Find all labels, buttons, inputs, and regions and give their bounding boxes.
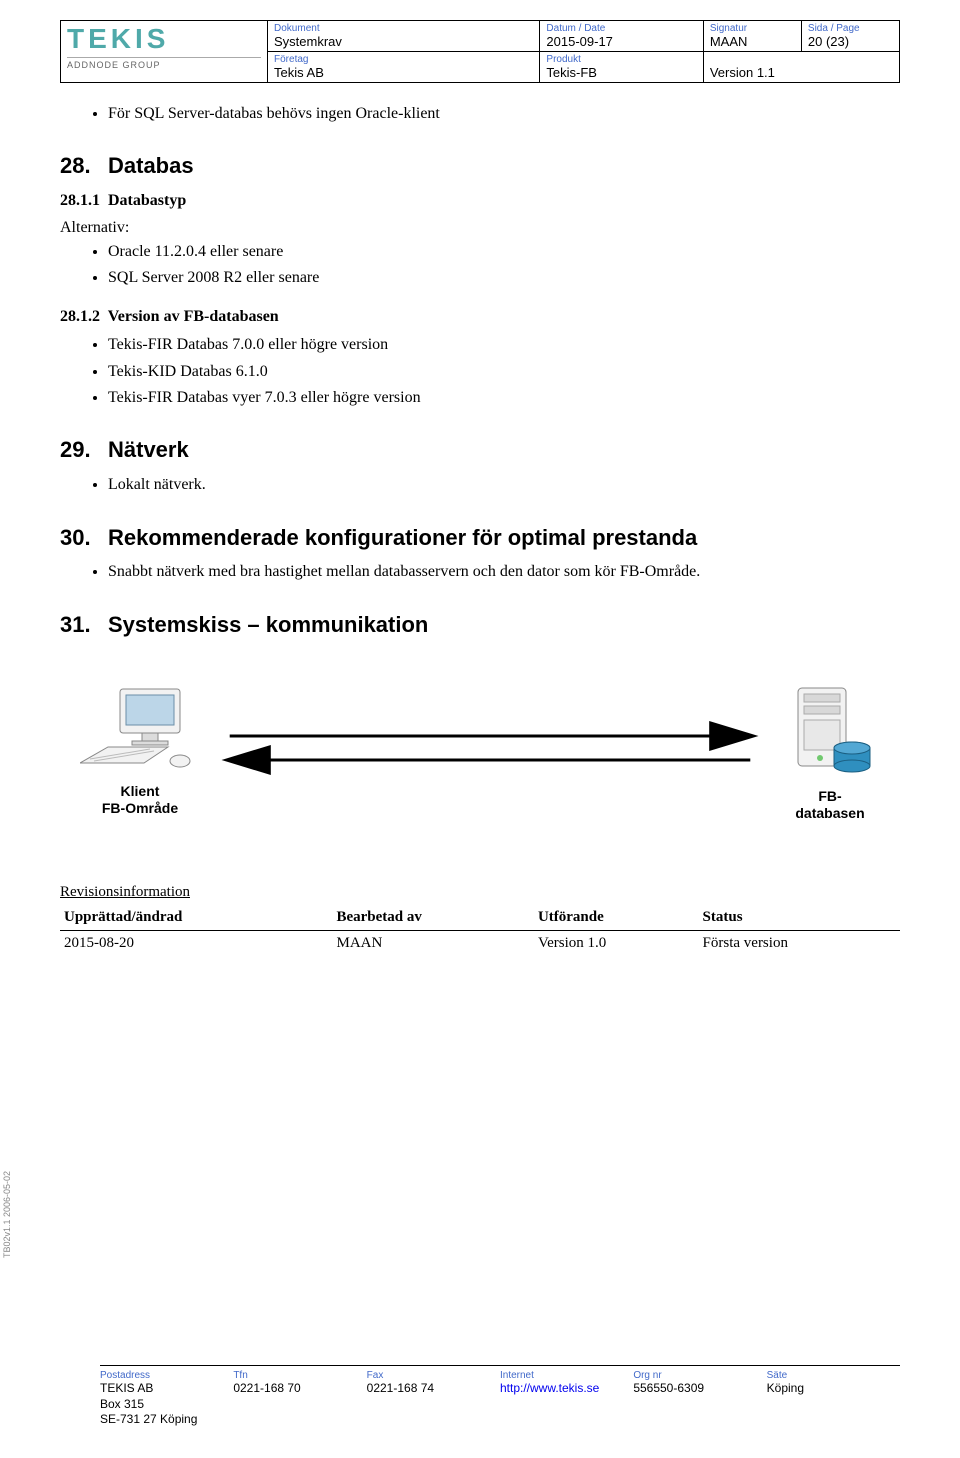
section-28-num: 28. bbox=[60, 151, 108, 182]
footer-label-postadress: Postadress bbox=[100, 1370, 233, 1381]
diagram-client-label2: FB-Område bbox=[102, 800, 178, 816]
diagram-db-label2: databasen bbox=[795, 805, 864, 821]
logo-sub: ADDNODE GROUP bbox=[67, 57, 261, 70]
section-29-heading: 29. Nätverk bbox=[60, 435, 900, 466]
footer-internet-link[interactable]: http://www.tekis.se bbox=[500, 1381, 599, 1395]
list-item: Lokalt nätverk. bbox=[108, 472, 900, 498]
footer-fax: 0221-168 74 bbox=[367, 1381, 500, 1397]
hdr-sida-label: Sida / Page bbox=[808, 23, 893, 34]
hdr-signatur-val: MAAN bbox=[710, 34, 795, 49]
hdr-datum-val: 2015-09-17 bbox=[546, 34, 696, 49]
rev-cell: MAAN bbox=[332, 931, 533, 957]
list-item: Snabbt nätverk med bra hastighet mellan … bbox=[108, 559, 900, 585]
rev-cell: Version 1.0 bbox=[534, 931, 699, 957]
section-28-1-1-heading: 28.1.1 Databastyp bbox=[60, 190, 900, 212]
document-body: För SQL Server-databas behövs ingen Orac… bbox=[60, 101, 900, 956]
document-header: TEKIS ADDNODE GROUP Dokument Systemkrav … bbox=[60, 20, 900, 83]
section-2812-title: Version av FB-databasen bbox=[108, 308, 279, 325]
section-2811-title: Databastyp bbox=[108, 192, 186, 209]
hdr-sida-val: 20 (23) bbox=[808, 34, 893, 49]
revision-info: Revisionsinformation Upprättad/ändrad Be… bbox=[60, 882, 900, 956]
rev-col-3: Status bbox=[699, 905, 900, 931]
footer-sate: Köping bbox=[767, 1381, 900, 1397]
list-item: Tekis-FIR Databas vyer 7.0.3 eller högre… bbox=[108, 385, 900, 411]
section-28-heading: 28. Databas bbox=[60, 151, 900, 182]
revision-table: Upprättad/ändrad Bearbetad av Utförande … bbox=[60, 905, 900, 956]
hdr-dokument-val: Systemkrav bbox=[274, 34, 533, 49]
side-version-code: TB02v1.1 2006-05-02 bbox=[2, 1171, 12, 1258]
hdr-foretag-val: Tekis AB bbox=[274, 65, 533, 80]
list-item: Oracle 11.2.0.4 eller senare bbox=[108, 239, 900, 265]
footer-label-sate: Säte bbox=[767, 1370, 900, 1381]
section-28-1-2-heading: 28.1.2 Version av FB-databasen bbox=[60, 306, 900, 328]
hdr-produkt-label: Produkt bbox=[546, 54, 696, 65]
table-row: 2015-08-20 MAAN Version 1.0 Första versi… bbox=[60, 931, 900, 957]
footer-orgnr: 556550-6309 bbox=[633, 1381, 766, 1397]
rev-col-1: Bearbetad av bbox=[332, 905, 533, 931]
hdr-foretag-label: Företag bbox=[274, 54, 533, 65]
hdr-version-val: Version 1.1 bbox=[710, 65, 893, 80]
diagram-client-label1: Klient bbox=[121, 783, 160, 799]
section-2812-num: 28.1.2 bbox=[60, 308, 100, 325]
hdr-produkt-val: Tekis-FB bbox=[546, 65, 696, 80]
list-item: SQL Server 2008 R2 eller senare bbox=[108, 265, 900, 291]
list-item: Tekis-KID Databas 6.1.0 bbox=[108, 359, 900, 385]
client-computer-icon bbox=[80, 685, 200, 775]
logo-main: TEKIS bbox=[67, 23, 261, 55]
section-31-title: Systemskiss – kommunikation bbox=[108, 610, 428, 641]
footer-postadress-2: Box 315 bbox=[100, 1397, 233, 1413]
intro-bullet: För SQL Server-databas behövs ingen Orac… bbox=[108, 101, 900, 127]
footer-label-fax: Fax bbox=[367, 1370, 500, 1381]
hdr-signatur-label: Signatur bbox=[710, 23, 795, 34]
section-31-heading: 31. Systemskiss – kommunikation bbox=[60, 610, 900, 641]
section-30-num: 30. bbox=[60, 523, 108, 554]
section-30-heading: 30. Rekommenderade konfigurationer för o… bbox=[60, 523, 900, 554]
section-31-num: 31. bbox=[60, 610, 108, 641]
footer-label-internet: Internet bbox=[500, 1370, 633, 1381]
hdr-datum-label: Datum / Date bbox=[546, 23, 696, 34]
footer-tfn: 0221-168 70 bbox=[233, 1381, 366, 1397]
section-2811-lead: Alternativ: bbox=[60, 217, 900, 239]
footer-postadress-1: TEKIS AB bbox=[100, 1381, 233, 1397]
section-28-title: Databas bbox=[108, 151, 194, 182]
document-footer: Postadress TEKIS AB Box 315 SE-731 27 Kö… bbox=[100, 1365, 900, 1428]
list-item: Tekis-FIR Databas 7.0.0 eller högre vers… bbox=[108, 332, 900, 358]
diagram-arrows bbox=[200, 718, 780, 785]
rev-cell: 2015-08-20 bbox=[60, 931, 332, 957]
bidirectional-arrow-icon bbox=[216, 718, 764, 778]
server-database-icon bbox=[780, 680, 880, 780]
footer-postadress-3: SE-731 27 Köping bbox=[100, 1412, 233, 1428]
rev-cell: Första version bbox=[699, 931, 900, 957]
footer-label-orgnr: Org nr bbox=[633, 1370, 766, 1381]
footer-label-tfn: Tfn bbox=[233, 1370, 366, 1381]
section-30-title: Rekommenderade konfigurationer för optim… bbox=[108, 523, 697, 554]
rev-col-0: Upprättad/ändrad bbox=[60, 905, 332, 931]
rev-col-2: Utförande bbox=[534, 905, 699, 931]
diagram-client-node: Klient FB-Område bbox=[80, 685, 200, 817]
hdr-dokument-label: Dokument bbox=[274, 23, 533, 34]
section-29-num: 29. bbox=[60, 435, 108, 466]
diagram-db-label1: FB- bbox=[818, 788, 841, 804]
revision-title: Revisionsinformation bbox=[60, 882, 900, 903]
system-diagram: Klient FB-Område bbox=[80, 680, 880, 822]
hdr-version-label bbox=[710, 54, 893, 65]
diagram-server-node: FB- databasen bbox=[780, 680, 880, 822]
section-2811-num: 28.1.1 bbox=[60, 192, 100, 209]
section-29-title: Nätverk bbox=[108, 435, 189, 466]
